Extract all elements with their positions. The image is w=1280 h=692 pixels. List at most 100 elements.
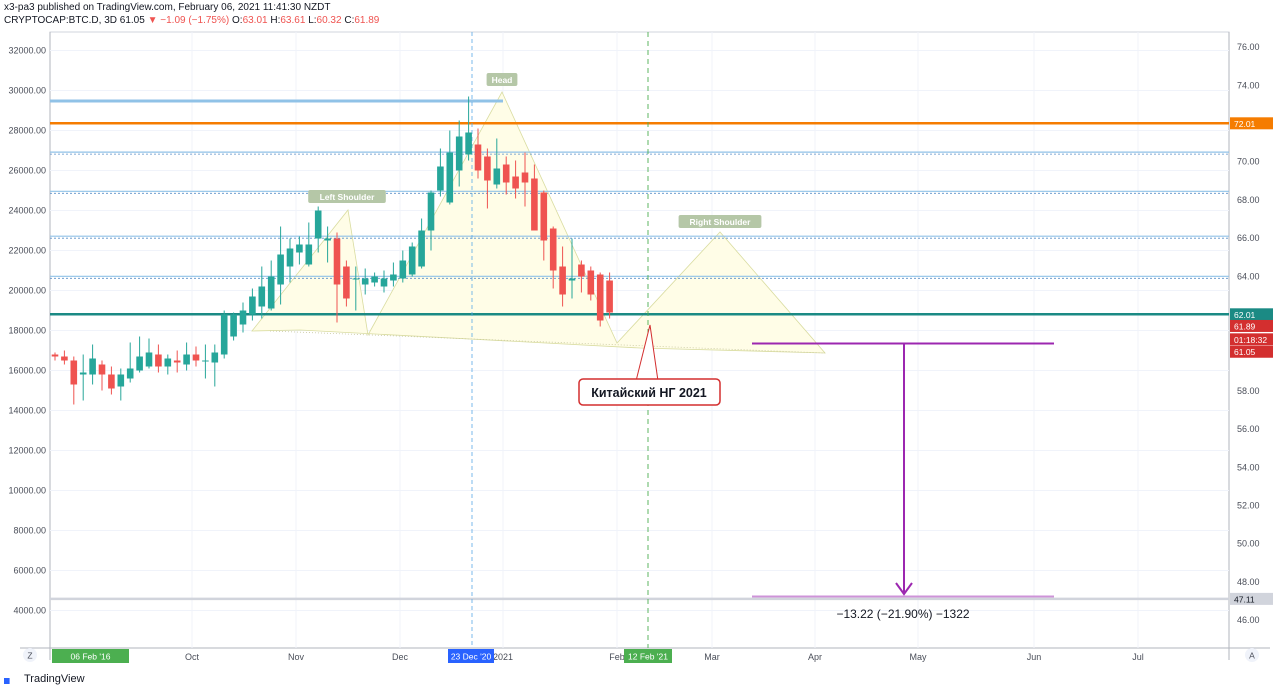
candle-body xyxy=(211,352,219,363)
candle-body xyxy=(145,352,153,367)
candle-body xyxy=(455,136,463,171)
left-axis-tick-label: 20000.00 xyxy=(8,286,46,296)
time-axis-tick-label: May xyxy=(909,652,927,662)
right-axis-tick-label: 64.00 xyxy=(1237,271,1260,281)
right-axis-tick-label: 70.00 xyxy=(1237,157,1260,167)
candle-body xyxy=(380,278,388,287)
last-price: 61.05 xyxy=(119,15,145,26)
measure-arrowhead xyxy=(895,582,913,596)
candle xyxy=(61,350,68,365)
candle-body xyxy=(183,354,190,365)
annotation-text: Китайский НГ 2021 xyxy=(591,386,707,400)
candle xyxy=(117,368,125,401)
candle xyxy=(380,270,388,293)
candle xyxy=(446,130,454,205)
candle-body xyxy=(89,358,96,375)
candle xyxy=(126,342,134,383)
candle xyxy=(559,246,566,307)
candle-body xyxy=(399,260,407,279)
time-axis-marker-text: 06 Feb '16 xyxy=(71,652,111,662)
price-axis-label-bg xyxy=(1230,333,1273,346)
candle-body xyxy=(568,278,576,281)
left-axis-tick-label: 24000.00 xyxy=(8,206,46,216)
candle-body xyxy=(446,152,454,203)
left-axis-tick-label: 22000.00 xyxy=(8,246,46,256)
price-axis-label-bg xyxy=(1230,319,1273,332)
price-axis-label: 47.11 xyxy=(1230,592,1273,605)
time-axis-tick-label: Oct xyxy=(185,652,200,662)
ohlc-low-label: L: xyxy=(308,15,317,26)
candle xyxy=(361,268,369,295)
candle-body xyxy=(173,360,181,363)
candle-body xyxy=(136,356,143,371)
candle xyxy=(333,232,341,323)
axis-scale-button[interactable]: Z xyxy=(23,648,37,662)
candle xyxy=(493,138,501,189)
ohlc-open-label: O: xyxy=(232,15,243,26)
candle xyxy=(98,360,106,391)
candle xyxy=(296,236,303,265)
axis-scale-button-bg xyxy=(23,648,37,662)
candle-body xyxy=(418,230,425,267)
candle xyxy=(79,354,87,401)
candle xyxy=(211,344,219,387)
right-axis-tick-label: 52.00 xyxy=(1237,501,1260,511)
candle-body xyxy=(192,354,200,361)
candle xyxy=(352,266,360,311)
candle xyxy=(164,354,172,375)
candle-body xyxy=(559,266,566,295)
candle xyxy=(408,242,416,277)
candle-body xyxy=(98,364,106,375)
candle xyxy=(474,128,482,179)
time-axis-marker-bg xyxy=(448,649,494,663)
candle-body xyxy=(277,254,284,285)
price-axis-label-text: 61.05 xyxy=(1234,347,1256,357)
candle-body xyxy=(324,238,331,241)
candle xyxy=(531,164,538,231)
time-axis-marker: 06 Feb '16 xyxy=(52,649,129,663)
candle-body xyxy=(474,144,482,171)
candle xyxy=(606,272,613,319)
candle-body xyxy=(249,296,256,315)
candle xyxy=(512,160,519,199)
candle xyxy=(51,352,59,361)
candle-body xyxy=(155,354,162,367)
candle-body xyxy=(596,274,604,321)
time-axis-marker-text: 23 Dec '20 xyxy=(451,652,492,662)
candle-body xyxy=(521,172,529,183)
candle-body xyxy=(296,244,303,253)
symbol-label[interactable]: CRYPTOCAP:BTC.D, 3D xyxy=(4,15,117,26)
candle xyxy=(305,222,313,267)
candle-body xyxy=(606,280,613,313)
candle xyxy=(587,266,595,301)
candle xyxy=(343,260,350,307)
candle-body xyxy=(314,210,322,239)
right-axis-tick-label: 48.00 xyxy=(1237,577,1260,587)
axis-scale-button[interactable]: A xyxy=(1245,648,1259,662)
pattern-label: Left Shoulder xyxy=(308,190,386,203)
candle xyxy=(371,272,378,287)
candle-body xyxy=(79,372,87,375)
candle xyxy=(521,152,529,207)
candle-body xyxy=(267,276,275,309)
ohlc-close: 61.89 xyxy=(354,15,380,26)
price-axis-label-text: 47.11 xyxy=(1234,594,1255,604)
annotation-box xyxy=(578,378,721,406)
candle xyxy=(578,260,585,293)
left-axis-tick-label: 12000.00 xyxy=(8,446,46,456)
candle xyxy=(89,344,96,385)
candle xyxy=(202,344,209,379)
candle-body xyxy=(51,354,59,357)
candle-body xyxy=(164,358,172,367)
candle xyxy=(390,262,397,287)
time-axis-tick-label: Apr xyxy=(808,652,822,662)
pattern-label-text: Head xyxy=(492,75,513,85)
candle-body xyxy=(531,178,538,231)
candle-body xyxy=(108,374,115,389)
candle xyxy=(568,238,576,299)
right-axis-tick-label: 50.00 xyxy=(1237,539,1260,549)
candle xyxy=(230,312,237,341)
candle-body xyxy=(587,270,595,295)
pattern-label: Head xyxy=(486,73,518,86)
